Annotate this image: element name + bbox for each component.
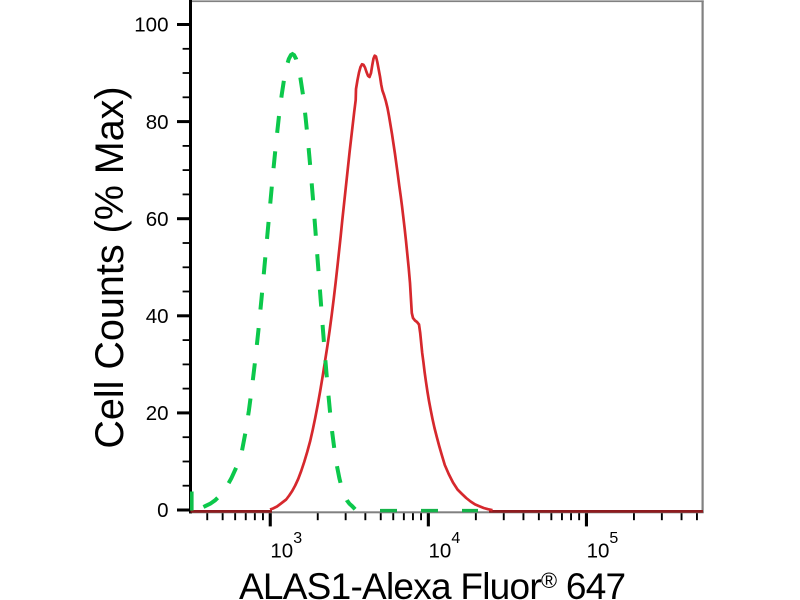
svg-text:Cell Counts (% Max): Cell Counts (% Max) [88,86,132,448]
svg-text:60: 60 [146,208,169,231]
svg-text:20: 20 [146,402,169,425]
svg-text:0: 0 [157,499,168,522]
svg-text:ALAS1-Alexa Fluor® 647: ALAS1-Alexa Fluor® 647 [239,566,625,600]
svg-text:40: 40 [146,305,169,328]
svg-text:100: 100 [134,14,168,37]
svg-text:80: 80 [146,111,169,134]
